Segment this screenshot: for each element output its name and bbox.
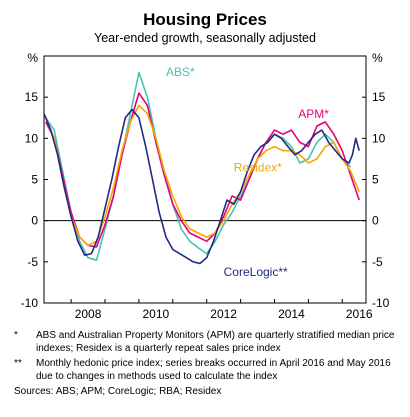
y-tick-label-right: -5 xyxy=(372,255,383,269)
series-label-corelogic: CoreLogic** xyxy=(224,265,288,279)
series-line-abs xyxy=(45,71,352,261)
footnote-text: Monthly hedonic price index; series brea… xyxy=(36,358,391,382)
series-line-apm xyxy=(44,92,360,248)
axes-layer: % % -10 -10 -5 -5 0 0 5 5 10 10 15 15 2008 2010 2012 2014… xyxy=(21,51,390,321)
series-layer xyxy=(43,71,360,265)
footnote-mark: ** xyxy=(14,358,22,369)
x-tick-label: 2008 xyxy=(75,307,102,321)
chart-subtitle: Year-ended growth, seasonally adjusted xyxy=(94,31,316,45)
footnote-abs-apm: * ABS and Australian Property Monitors (… xyxy=(14,330,404,355)
y-tick-label-left: 5 xyxy=(31,173,38,187)
y-tick-label-left: 15 xyxy=(25,90,39,104)
chart-title: Housing Prices xyxy=(143,10,267,29)
plot-frame xyxy=(43,55,367,304)
x-tick-label: 2016 xyxy=(346,307,373,321)
series-line-residex xyxy=(44,104,360,247)
y-tick-label-right: -10 xyxy=(372,296,390,310)
y-tick-label-left: -10 xyxy=(21,296,39,310)
series-label-abs: ABS* xyxy=(166,65,195,79)
series-label-residex: Residex* xyxy=(234,160,282,174)
x-tick-label: 2010 xyxy=(143,307,170,321)
y-tick-label-left: 10 xyxy=(25,131,39,145)
y-axis-unit-right: % xyxy=(372,51,383,65)
y-tick-label-right: 15 xyxy=(372,90,386,104)
y-tick-label-right: 10 xyxy=(372,131,386,145)
y-tick-label-left: -5 xyxy=(27,255,38,269)
series-line-corelogic xyxy=(43,108,360,265)
series-label-apm: APM* xyxy=(298,107,329,121)
y-tick-label-right: 5 xyxy=(372,173,379,187)
y-tick-label-right: 0 xyxy=(372,214,379,228)
x-tick-label: 2014 xyxy=(278,307,305,321)
x-tick-label: 2012 xyxy=(210,307,237,321)
footnote-mark: * xyxy=(14,330,18,341)
housing-prices-chart: % % -10 -10 -5 -5 0 0 5 5 10 10 15 15 2008 2010 2012 2014… xyxy=(21,51,390,321)
footnotes: * ABS and Australian Property Monitors (… xyxy=(14,330,404,399)
y-axis-unit-left: % xyxy=(27,51,38,65)
footnote-corelogic: ** Monthly hedonic price index; series b… xyxy=(14,358,404,383)
series-labels-layer: ABS* APM* Residex* CoreLogic** xyxy=(166,65,329,279)
sources-line: Sources: ABS; APM; CoreLogic; RBA; Resid… xyxy=(14,386,222,397)
footnote-text: ABS and Australian Property Monitors (AP… xyxy=(36,330,395,354)
y-tick-label-left: 0 xyxy=(31,214,38,228)
